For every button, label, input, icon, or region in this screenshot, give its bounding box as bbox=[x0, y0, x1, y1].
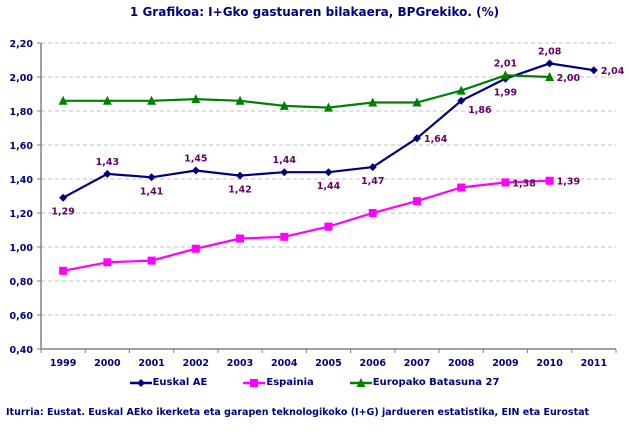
data-point bbox=[368, 97, 378, 107]
x-tick-label: 2005 bbox=[315, 358, 341, 369]
data-point bbox=[457, 96, 466, 105]
data-point bbox=[59, 193, 68, 202]
legend-item-espainia: Espainia bbox=[243, 377, 314, 388]
data-point bbox=[545, 72, 555, 81]
data-label: 1,38 bbox=[512, 178, 536, 189]
data-label: 1,42 bbox=[228, 185, 251, 196]
data-label: 2,01 bbox=[494, 58, 517, 69]
data-point bbox=[412, 97, 422, 107]
data-point bbox=[501, 178, 510, 187]
legend-label: Europako Batasuna 27 bbox=[372, 377, 500, 388]
data-label: 2,04 bbox=[601, 66, 625, 77]
data-point bbox=[324, 222, 333, 231]
data-point bbox=[279, 100, 289, 110]
x-tick-label: 2010 bbox=[536, 358, 563, 369]
y-tick-label: 1,00 bbox=[10, 243, 34, 254]
data-label: 1,45 bbox=[184, 154, 207, 165]
data-point bbox=[500, 70, 510, 80]
y-tick-label: 0,60 bbox=[10, 311, 34, 322]
x-tick-label: 2000 bbox=[94, 358, 121, 369]
data-label: 1,44 bbox=[317, 181, 341, 192]
data-point bbox=[456, 85, 466, 95]
legend-item-euskal-ae: Euskal AE bbox=[129, 377, 208, 388]
data-label: 1,43 bbox=[96, 157, 119, 168]
data-label: 2,08 bbox=[538, 46, 562, 57]
data-point bbox=[58, 95, 68, 105]
x-tick-label: 1999 bbox=[50, 358, 76, 369]
x-tick-label: 2004 bbox=[271, 358, 298, 369]
square-marker-icon bbox=[243, 378, 266, 387]
data-point bbox=[545, 176, 554, 185]
data-point bbox=[147, 95, 157, 105]
y-tick-label: 1,80 bbox=[10, 107, 34, 118]
data-point bbox=[147, 256, 156, 265]
y-tick-label: 0,40 bbox=[10, 345, 34, 356]
data-point bbox=[236, 171, 245, 180]
data-point bbox=[191, 244, 200, 253]
x-tick-label: 2006 bbox=[360, 358, 387, 369]
source-note: Iturria: Eustat. Euskal AEko ikerketa et… bbox=[6, 407, 590, 418]
data-label: 1,41 bbox=[140, 186, 163, 197]
data-point bbox=[412, 134, 421, 143]
data-point bbox=[457, 183, 466, 192]
data-label: 1,29 bbox=[51, 207, 74, 218]
x-tick-label: 2002 bbox=[183, 358, 209, 369]
data-point bbox=[280, 168, 289, 177]
x-tick-label: 2003 bbox=[227, 358, 253, 369]
x-tick-label: 2009 bbox=[492, 358, 518, 369]
legend-label: Espainia bbox=[266, 377, 314, 388]
data-point bbox=[280, 232, 289, 241]
y-tick-label: 1,20 bbox=[10, 209, 34, 220]
data-point bbox=[545, 59, 554, 68]
data-point bbox=[236, 234, 245, 243]
x-tick-label: 2007 bbox=[404, 358, 430, 369]
data-point bbox=[191, 94, 201, 104]
data-point bbox=[324, 102, 333, 112]
data-point bbox=[589, 66, 598, 75]
data-point bbox=[324, 168, 333, 177]
data-point bbox=[102, 95, 112, 105]
data-label: 1,47 bbox=[361, 176, 384, 187]
x-tick-label: 2001 bbox=[138, 358, 164, 369]
data-label: 1,86 bbox=[468, 105, 492, 116]
data-point bbox=[191, 166, 200, 175]
x-tick-label: 2011 bbox=[581, 358, 607, 369]
legend: Euskal AE Espainia Europako Batasuna 27 bbox=[0, 377, 629, 388]
data-point bbox=[368, 163, 377, 172]
diamond-marker-icon bbox=[129, 378, 152, 387]
triangle-marker-icon bbox=[349, 377, 372, 387]
series-line-espainia bbox=[62, 179, 550, 272]
data-label: 1,39 bbox=[557, 177, 580, 188]
data-point bbox=[235, 95, 245, 105]
data-point bbox=[368, 209, 377, 217]
y-tick-label: 1,40 bbox=[10, 175, 34, 186]
chart-title: 1 Grafikoa: I+Gko gastuaren bilakaera, B… bbox=[129, 5, 500, 19]
data-label: 2,00 bbox=[557, 73, 581, 84]
data-point bbox=[147, 173, 156, 182]
data-point bbox=[59, 266, 68, 275]
legend-label: Euskal AE bbox=[152, 377, 208, 388]
data-label: 1,44 bbox=[273, 155, 297, 166]
y-tick-label: 2,20 bbox=[10, 39, 34, 50]
x-tick-label: 2008 bbox=[448, 358, 475, 369]
legend-item-europako-batasuna-27: Europako Batasuna 27 bbox=[349, 377, 500, 388]
data-point bbox=[103, 258, 112, 267]
y-tick-label: 2,00 bbox=[10, 73, 34, 84]
data-point bbox=[103, 169, 112, 178]
data-label: 1,99 bbox=[494, 88, 517, 99]
data-point bbox=[412, 197, 421, 206]
data-label: 1,64 bbox=[424, 134, 448, 145]
y-tick-label: 1,60 bbox=[10, 141, 34, 152]
y-tick-label: 0,80 bbox=[10, 277, 34, 288]
series-line-europako-batasuna-27 bbox=[63, 74, 550, 109]
